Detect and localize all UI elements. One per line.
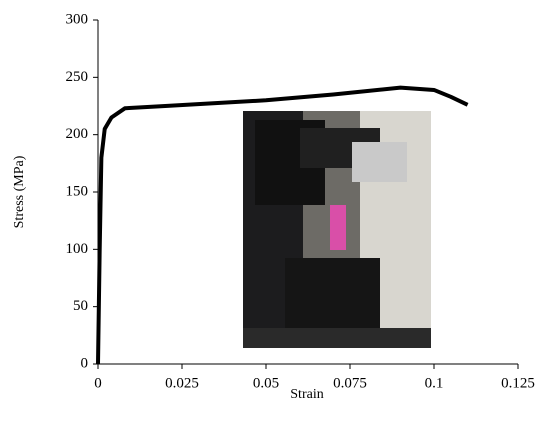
y-tick-label: 200	[66, 126, 89, 142]
y-tick-label: 0	[81, 355, 89, 371]
inset-photo	[243, 111, 431, 348]
x-tick-label: 0.125	[501, 375, 535, 391]
y-tick-label: 50	[73, 298, 88, 314]
x-tick-label: 0.1	[425, 375, 444, 391]
y-tick-label: 150	[66, 183, 89, 199]
x-tick-label: 0	[94, 375, 102, 391]
x-tick-label: 0.05	[253, 375, 279, 391]
y-tick-label: 100	[66, 241, 89, 257]
x-axis-title: Strain	[290, 387, 323, 402]
x-tick-label: 0.075	[333, 375, 367, 391]
y-tick-label: 250	[66, 69, 89, 85]
y-axis-title: Stress (MPa)	[12, 155, 27, 228]
curve	[96, 85, 469, 365]
x-tick-label: 0.025	[165, 375, 199, 391]
y-tick-label: 300	[66, 11, 89, 27]
